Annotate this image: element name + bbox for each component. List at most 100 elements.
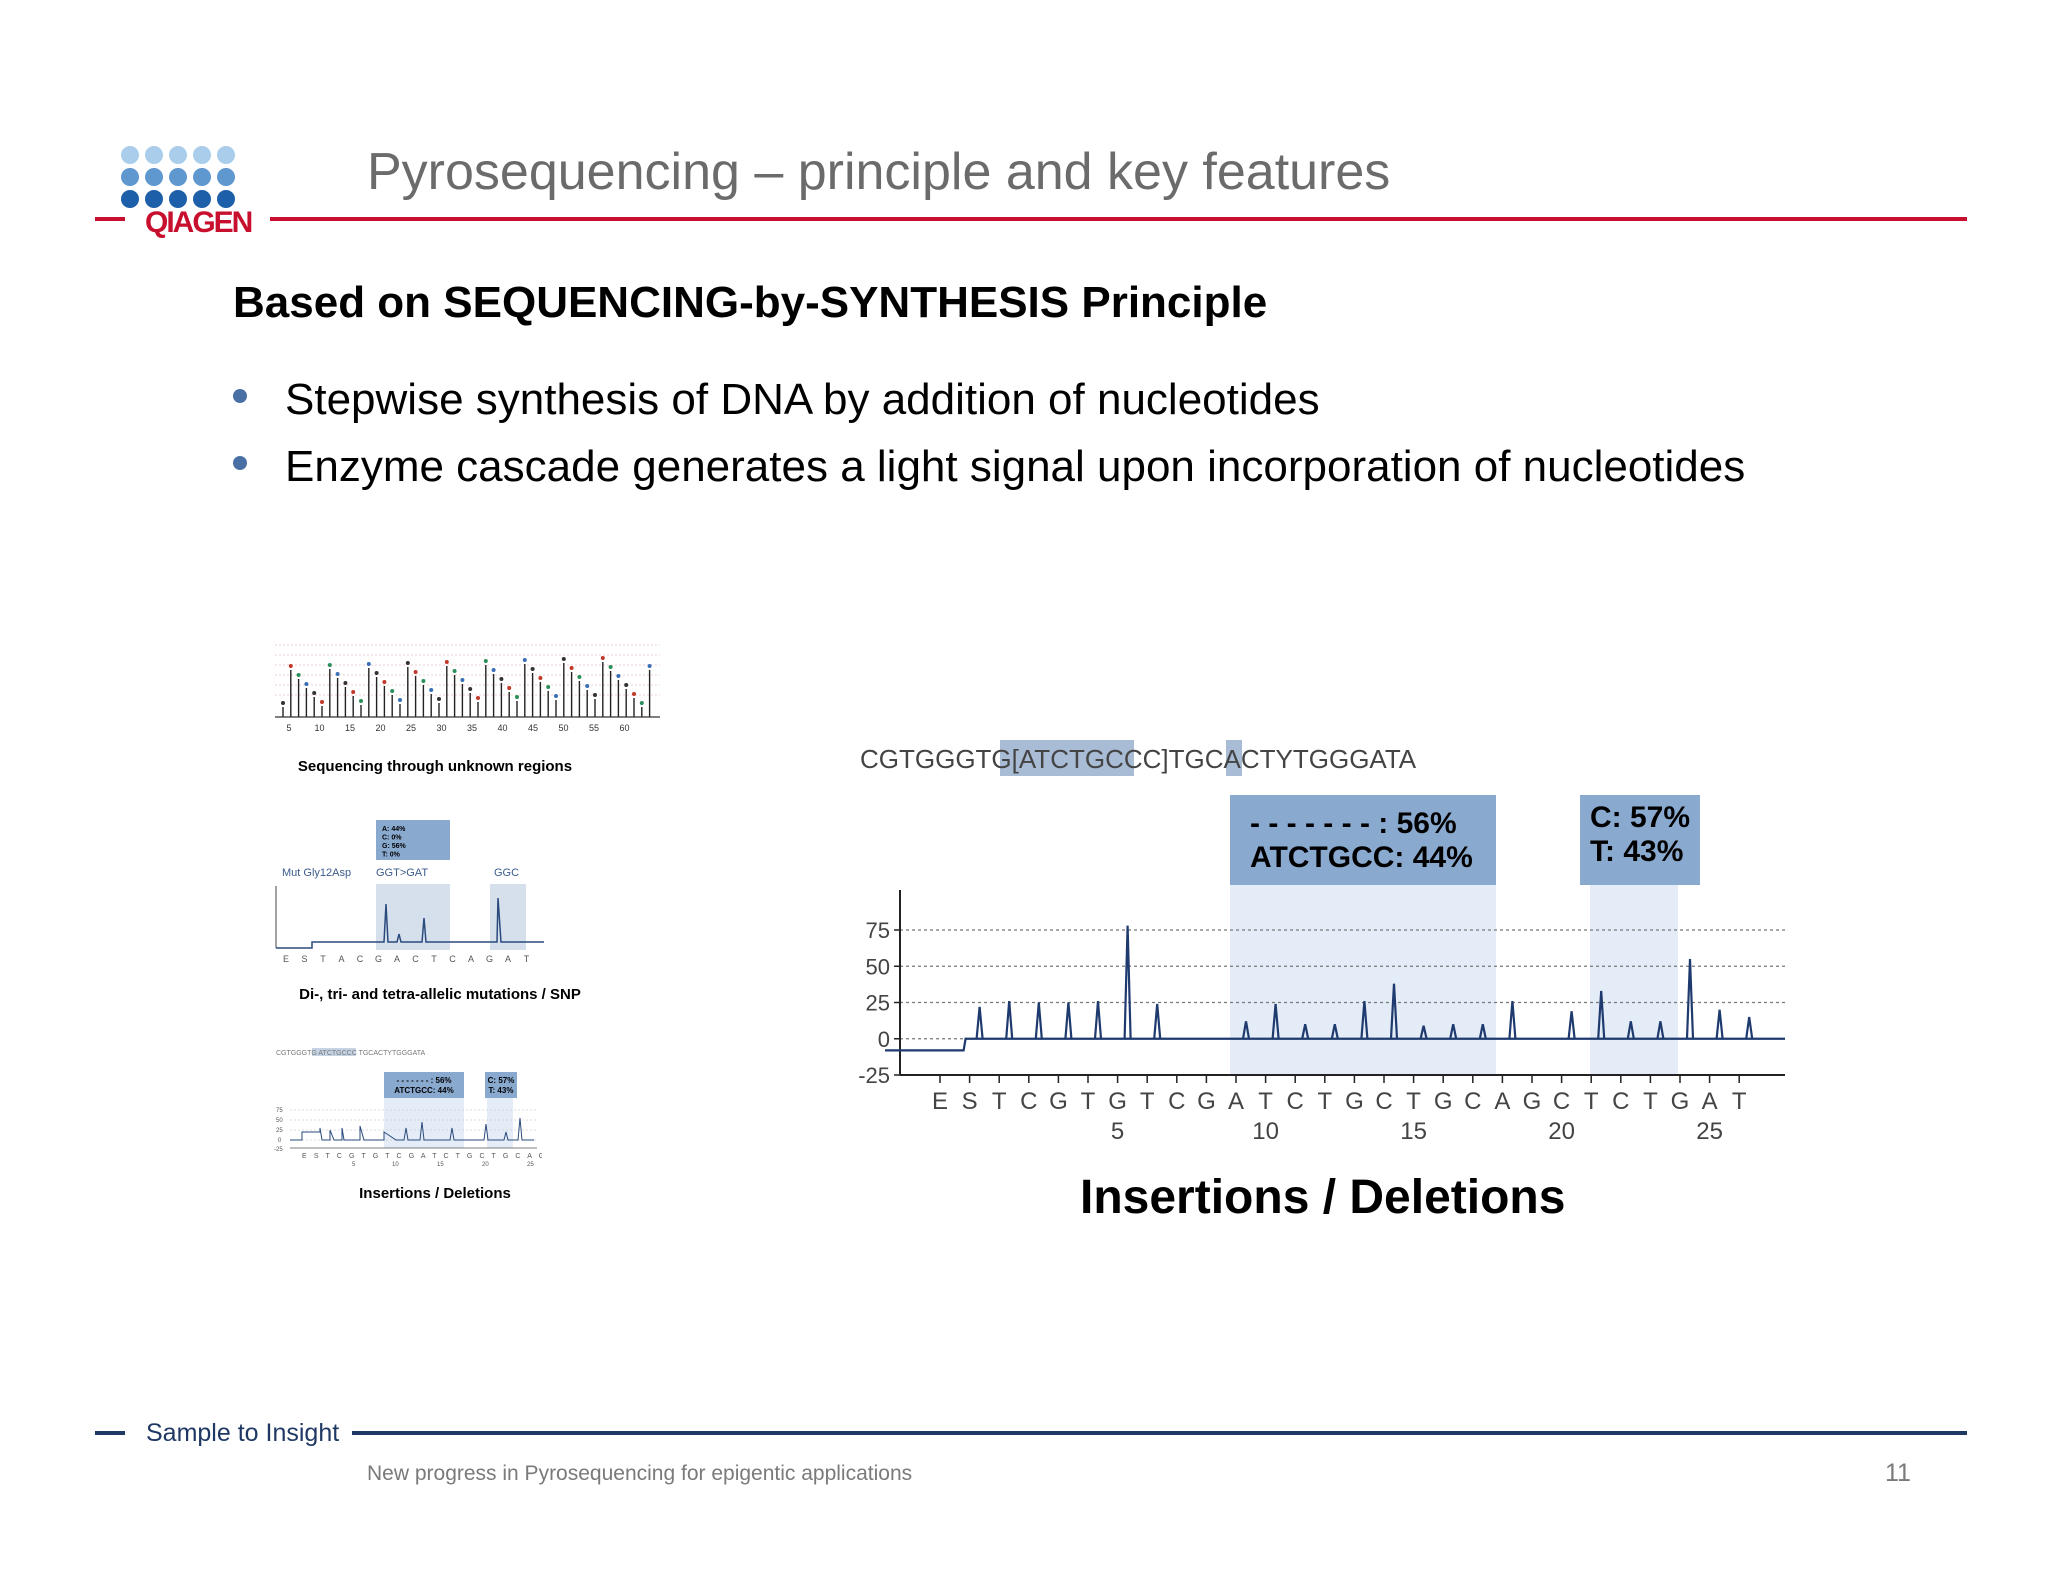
dispensation-letter: C [449,954,456,964]
dispensation-letter: T [1140,1088,1155,1115]
dispensation-letter: G [1434,1088,1453,1115]
base-marker [405,661,410,665]
base-marker [327,663,332,667]
y-tick-label: 25 [866,991,890,1016]
tick-label: 35 [467,723,477,733]
base-marker [320,700,324,704]
logo-dot [217,146,235,164]
dispensation-letter: T [992,1088,1007,1115]
bullet-item: Enzyme cascade generates a light signal … [233,442,1745,492]
base-marker [561,657,566,661]
dispensation-letter: C [412,954,419,964]
dispensation-letter: C [1464,1088,1481,1115]
base-marker [359,699,363,703]
x-tick-label: 25 [1696,1118,1723,1145]
base-marker [530,667,535,671]
logo-dot [193,168,211,186]
base-marker [296,673,301,677]
tick-label: 40 [497,723,507,733]
base-marker [382,680,387,684]
dispensation-letter: A [1228,1088,1244,1115]
svg-text:- - - - - - - : 56%: - - - - - - - : 56% [396,1076,451,1085]
base-marker [413,670,418,674]
dispensation-letter: T [1406,1088,1421,1115]
svg-text:20: 20 [482,1162,489,1168]
tick-label: 10 [314,723,324,733]
dispensation-letter: T [1643,1088,1658,1115]
base-marker [398,698,402,702]
mut-label: Mut Gly12Asp [282,867,351,879]
dispensation-letter: G [1671,1088,1690,1115]
pyrogram-peak [975,1006,984,1039]
base-marker [593,693,597,697]
dispensation-letter: A [505,954,511,964]
svg-text:E S T C G T G T C G A T C T G: E S T C G T G T C G A T C T G C T G C A … [302,1153,542,1160]
dispensation-letter: T [1081,1088,1096,1115]
tick-label: 20 [375,723,385,733]
pyrogram-peak [1064,1002,1073,1039]
footer-rule-left [95,1431,125,1435]
svg-text:C: 57%: C: 57% [488,1076,515,1085]
logo-dot [145,168,163,186]
pyrogram-peak [1597,990,1606,1039]
base-marker [546,685,551,689]
y-tick-label: -25 [858,1063,890,1088]
svg-text:CGTGGGTG ATCTGCCC TGCACTYTGGGA: CGTGGGTG ATCTGCCC TGCACTYTGGGATA [276,1050,426,1057]
dispensation-letter: E [283,954,289,964]
base-marker [444,660,449,664]
dispensation-letter: C [357,954,364,964]
bullet-item: Stepwise synthesis of DNA by addition of… [233,375,1320,425]
dispensation-letter: A [468,954,474,964]
page-number: 11 [1885,1459,1911,1487]
thumbnail-snp-trace: A: 44% C: 0%G: 56% T: 0% Mut Gly12Asp GGT>… [275,820,544,964]
base-marker [351,690,356,694]
x-tick-label: 5 [1111,1118,1124,1145]
header-rule [270,217,1967,221]
pyrogram-trace [885,1037,1785,1052]
footer-text: New progress in Pyrosequencing for epige… [367,1462,913,1485]
y-tick-label: 0 [878,1027,890,1052]
base-marker [452,669,457,673]
base-marker [288,664,293,668]
base-marker [507,686,512,690]
svg-text:25: 25 [527,1162,534,1168]
bullet-text: Stepwise synthesis of DNA by addition of… [285,375,1320,424]
base-marker [608,665,613,669]
dispensation-letter: T [1258,1088,1273,1115]
dispensation-letter: S [301,954,307,964]
logo-text: QIAGEN [145,206,252,239]
snp-highlight [1226,740,1242,776]
svg-text:10: 10 [392,1162,399,1168]
qiagen-logo: QIAGEN [121,146,254,239]
base-marker [569,666,574,670]
base-marker [577,675,582,679]
dispensation-letter: A [1702,1088,1718,1115]
dispensation-letter: T [1584,1088,1599,1115]
tick-label: 15 [345,723,355,733]
base-marker [624,683,629,687]
pyrogram-peak [1419,1025,1428,1039]
logo-dot [169,168,187,186]
base-marker [515,695,519,699]
dispensation-letter: C [1020,1088,1037,1115]
dispensation-letter: S [962,1088,978,1115]
base-marker [374,671,379,675]
logo-dot [193,190,211,208]
base-marker [281,701,285,705]
x-tick-label: 15 [1400,1118,1427,1145]
base-marker [476,696,480,700]
logo-dot [193,146,211,164]
logo-dot [145,190,163,208]
base-marker [647,664,652,668]
dispensation-letter: E [932,1088,948,1115]
base-marker [522,658,527,662]
chart-caption: Insertions / Deletions [1080,1171,1566,1224]
base-marker [554,694,558,698]
y-tick-label: 75 [866,918,890,943]
base-marker [390,689,395,693]
tick-label: 60 [619,723,629,733]
thumbnail-indel-trace: CGTGGGTG ATCTGCCC TGCACTYTGGGATA - - - -… [274,1048,542,1168]
base-marker [600,656,605,660]
annotation-text: T: 43% [1590,835,1683,868]
tick-label: 30 [436,723,446,733]
